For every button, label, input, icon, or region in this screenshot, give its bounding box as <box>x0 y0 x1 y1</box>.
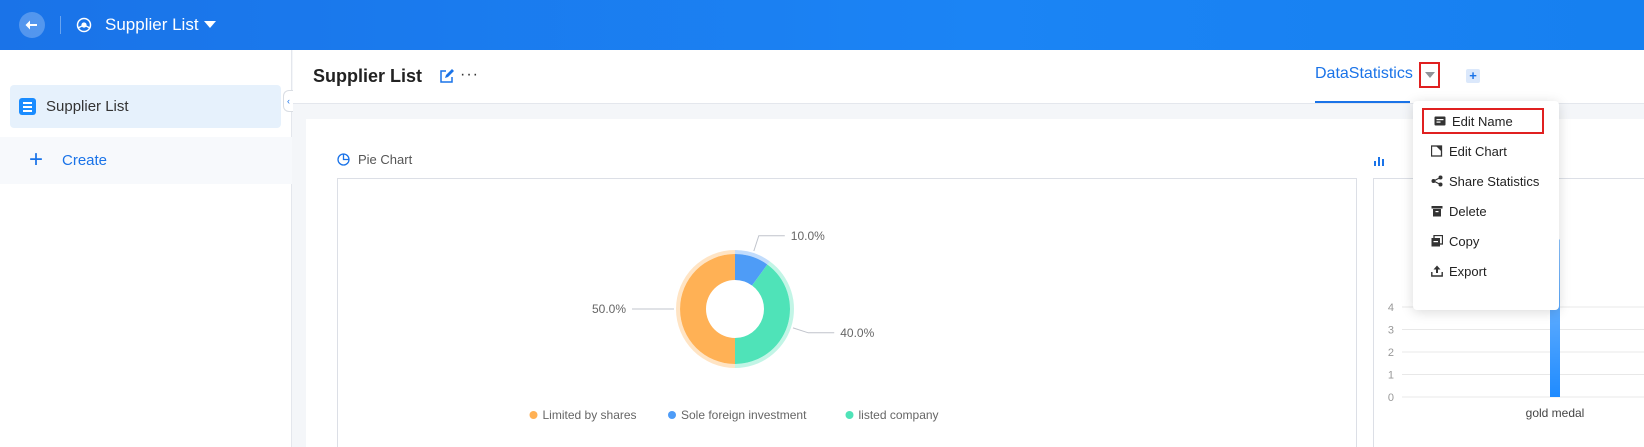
legend-item[interactable]: listed company <box>845 408 939 422</box>
export-icon <box>1431 265 1443 277</box>
pie-slice[interactable] <box>735 264 790 364</box>
pie-label-leader <box>753 235 785 252</box>
content-header: Supplier List ··· DataStatistics + <box>293 50 1644 104</box>
legend-marker <box>529 411 538 419</box>
top-bar: Supplier List <box>0 0 1644 50</box>
sidebar-item-supplier-list[interactable]: Supplier List <box>10 85 281 128</box>
create-button[interactable]: + Create <box>0 137 292 184</box>
menu-item-export[interactable]: Export <box>1421 258 1551 284</box>
pie-slice[interactable] <box>735 254 768 286</box>
pie-label-leader <box>792 327 835 334</box>
add-tab-button[interactable]: + <box>1466 69 1480 83</box>
menu-item-edit-chart[interactable]: Edit Chart <box>1421 138 1551 164</box>
chevron-left-icon: ‹ <box>287 96 290 106</box>
legend-label: Sole foreign investment <box>681 408 807 422</box>
tab-dropdown-button[interactable] <box>1419 62 1440 88</box>
menu-item-label: Share Statistics <box>1449 173 1540 189</box>
menu-item-delete[interactable]: Delete <box>1421 198 1551 224</box>
top-bar-divider <box>60 16 61 34</box>
tab-data-statistics[interactable]: DataStatistics <box>1315 65 1413 82</box>
bar-y-tick: 3 <box>1388 325 1394 337</box>
edit-title-icon[interactable] <box>439 69 454 84</box>
pie-chart: 10.0% 40.0% 50.0% Limited by shares Sole for… <box>529 229 939 422</box>
pie-chart-panel: 10.0% 40.0% 50.0% Limited by shares Sole for… <box>337 178 1357 447</box>
create-label: Create <box>62 152 108 169</box>
menu-item-label: Export <box>1449 263 1487 279</box>
menu-item-copy[interactable]: Copy <box>1421 228 1551 254</box>
legend-marker <box>668 411 676 419</box>
menu-item-label: Copy <box>1449 233 1480 249</box>
menu-item-label: Edit Name <box>1452 113 1513 129</box>
menu-item-label: Edit Chart <box>1449 143 1507 159</box>
share-icon <box>1431 175 1443 187</box>
legend-marker <box>845 411 854 419</box>
bar-y-tick: 1 <box>1388 370 1394 382</box>
app-title[interactable]: Supplier List <box>105 15 199 34</box>
pie-data-label: 10.0% <box>791 229 825 243</box>
sidebar: Supplier List + Create <box>0 50 292 447</box>
legend-item[interactable]: Limited by shares <box>529 408 637 422</box>
legend-label: listed company <box>859 408 939 422</box>
pie-slice-ring <box>735 250 770 265</box>
collapse-sidebar-button[interactable]: ‹ <box>283 90 293 112</box>
active-tab-underline <box>1315 101 1410 103</box>
menu-item-edit-name[interactable]: Edit Name <box>1422 108 1544 134</box>
bar-y-tick: 2 <box>1388 347 1394 359</box>
edit-name-icon <box>1434 116 1446 126</box>
pie-slice[interactable] <box>680 254 735 364</box>
menu-item-label: Delete <box>1449 203 1487 219</box>
bar-chart: 012347gold medal <box>1388 226 1644 420</box>
app-switch-caret-icon[interactable] <box>204 21 216 28</box>
legend-label: Limited by shares <box>543 408 637 422</box>
pie-chart-title: Pie Chart <box>358 152 413 167</box>
pie-data-label: 40.0% <box>840 326 874 340</box>
more-options-icon[interactable]: ··· <box>460 66 479 83</box>
app-logo-icon <box>76 17 92 33</box>
form-icon <box>19 98 36 115</box>
page-title: Supplier List <box>313 66 423 86</box>
bar-category-label: gold medal <box>1526 406 1585 420</box>
pie-chart-icon <box>337 153 350 166</box>
back-button[interactable] <box>19 12 45 38</box>
sidebar-item-label: Supplier List <box>46 98 129 115</box>
bar-y-tick: 0 <box>1388 392 1394 404</box>
bar-chart-icon <box>1374 157 1384 166</box>
edit-chart-icon <box>1431 145 1443 157</box>
bar-y-tick: 4 <box>1388 302 1394 314</box>
legend-item[interactable]: Sole foreign investment <box>668 408 807 422</box>
caret-down-icon <box>1424 72 1435 78</box>
pie-data-label: 50.0% <box>592 302 626 316</box>
tab-options-menu: Edit Name Edit Chart Share Statistics De… <box>1413 101 1559 310</box>
menu-item-share-statistics[interactable]: Share Statistics <box>1421 168 1551 194</box>
back-arrow-icon <box>25 20 37 30</box>
copy-icon <box>1431 235 1443 247</box>
trash-icon <box>1431 206 1443 217</box>
plus-icon: + <box>29 146 44 173</box>
bar-mark[interactable] <box>1550 239 1560 398</box>
bar-chart-panel: 012347gold medal <box>1373 178 1644 447</box>
